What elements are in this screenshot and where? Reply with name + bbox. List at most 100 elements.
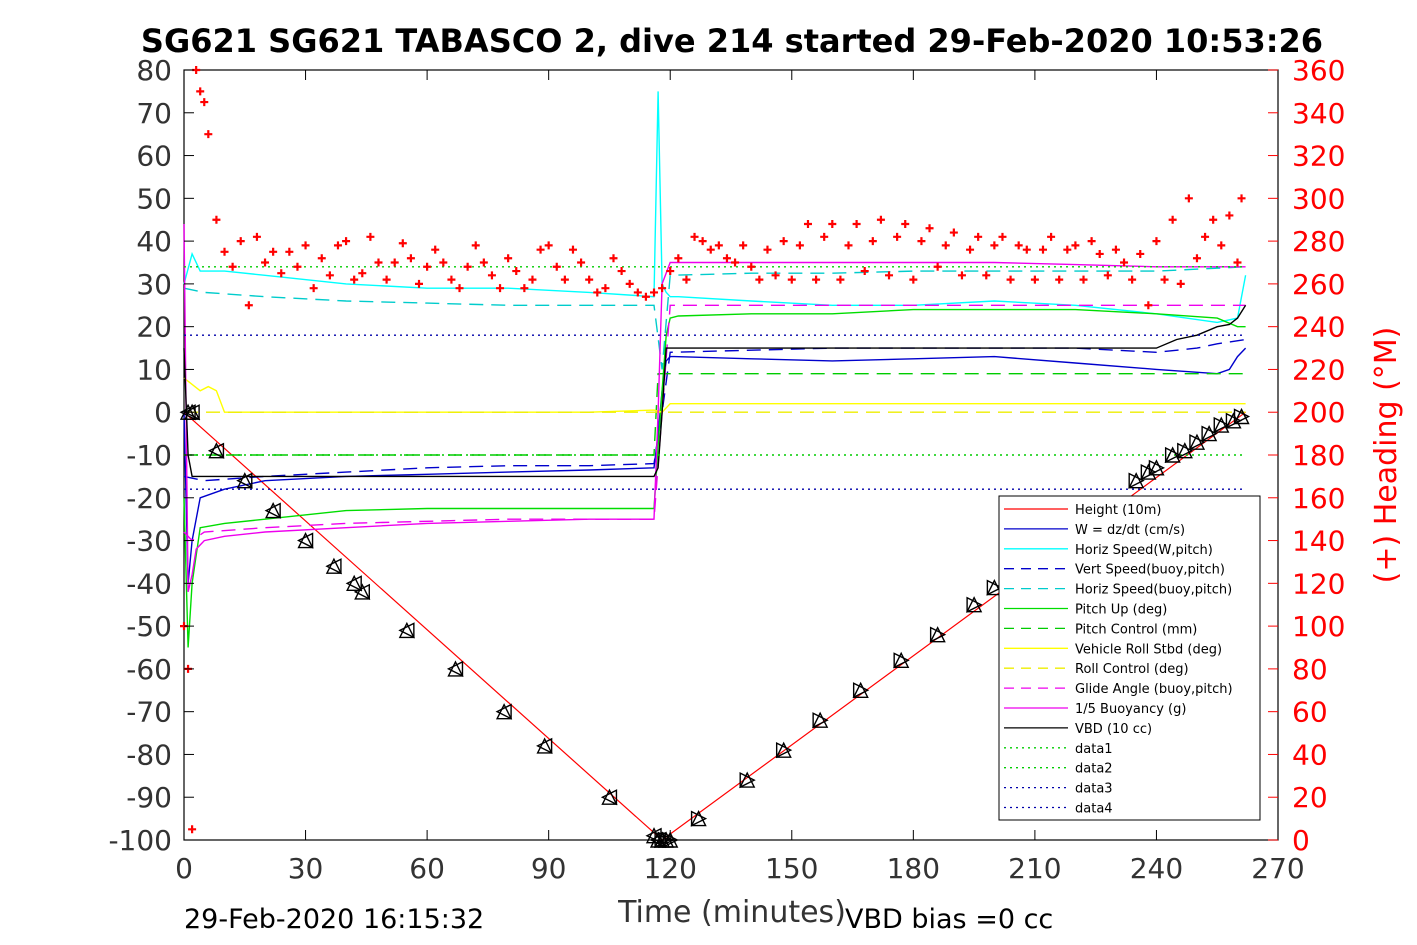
- heading-point: [496, 284, 505, 293]
- dive-marker: [325, 557, 343, 575]
- y2-tick-label: 20: [1292, 781, 1328, 814]
- dive-marker: [353, 583, 371, 601]
- heading-point: [188, 825, 197, 834]
- heading-point: [698, 237, 707, 246]
- y-tick-label: 30: [136, 268, 172, 301]
- heading-point: [666, 267, 675, 276]
- heading-point: [706, 245, 715, 254]
- x-axis-label: Time (minutes): [617, 895, 846, 930]
- climb-marker: [739, 771, 756, 789]
- heading-point: [568, 245, 577, 254]
- climb-marker: [1233, 407, 1251, 425]
- y2-tick-label: 340: [1292, 97, 1345, 130]
- heading-point: [285, 247, 294, 256]
- legend-entry: Horiz Speed(W,pitch): [1004, 543, 1213, 558]
- climb-marker: [1213, 416, 1230, 434]
- climb-marker: [812, 711, 829, 729]
- heading-point: [1111, 245, 1120, 254]
- heading-point: [455, 284, 464, 293]
- legend-entry: Pitch Up (deg): [1004, 603, 1167, 618]
- series-line-10: [183, 223, 1246, 593]
- heading-point: [212, 215, 221, 224]
- legend-label: Height (10m): [1075, 503, 1161, 518]
- heading-point: [933, 262, 942, 271]
- heading-point: [544, 241, 553, 250]
- heading-point: [552, 262, 561, 271]
- y-tick-label: 70: [136, 97, 172, 130]
- heading-point: [1030, 275, 1039, 284]
- y2-tick-label: 200: [1292, 396, 1345, 429]
- heading-point: [941, 241, 950, 250]
- heading-point: [1201, 232, 1210, 241]
- heading-point: [431, 245, 440, 254]
- heading-point: [844, 241, 853, 250]
- climb-marker: [1176, 442, 1194, 459]
- heading-point: [731, 258, 740, 267]
- heading-point: [398, 239, 407, 248]
- legend-entry: Pitch Control (mm): [1004, 622, 1197, 637]
- legend-label: Horiz Speed(buoy,pitch): [1075, 583, 1232, 598]
- heading-point: [747, 262, 756, 271]
- legend-entry: data2: [1004, 762, 1113, 777]
- y2-tick-label: 320: [1292, 140, 1345, 173]
- climb-marker: [1200, 425, 1218, 442]
- y-axis-left: -100-90-80-70-60-50-40-30-20-10010203040…: [108, 54, 194, 857]
- y-tick-label: -40: [126, 567, 172, 600]
- legend-entry: VBD (10 cc): [1004, 722, 1152, 737]
- heading-point: [1176, 279, 1185, 288]
- heading-point: [755, 275, 764, 284]
- heading-point: [196, 87, 205, 96]
- footer-vbd-bias: VBD bias =0 cc: [845, 904, 1053, 935]
- heading-point: [974, 232, 983, 241]
- chart-title: SG621 SG621 TABASCO 2, dive 214 started …: [141, 22, 1323, 60]
- legend-label: Vert Speed(buoy,pitch): [1075, 563, 1225, 578]
- heading-point: [722, 254, 731, 263]
- x-tick-label: 60: [409, 852, 445, 885]
- legend-entry: data1: [1004, 742, 1113, 757]
- heading-point: [1038, 245, 1047, 254]
- heading-point: [333, 241, 342, 250]
- heading-point: [633, 288, 642, 297]
- climb-marker: [690, 810, 708, 827]
- y-tick-label: -30: [126, 525, 172, 558]
- legend-label: data2: [1075, 762, 1113, 777]
- heading-point: [917, 237, 926, 246]
- heading-point: [609, 254, 618, 263]
- climb-marker: [1128, 472, 1145, 489]
- legend-entry: data4: [1004, 802, 1113, 817]
- y-axis-right: 0 20 40 60 80 100 120 140 160 180 200 220 240 260 280 3…: [1268, 54, 1345, 857]
- heading-point: [1152, 237, 1161, 246]
- heading-point: [885, 271, 894, 280]
- dive-marker: [495, 703, 513, 720]
- heading-point: [868, 237, 877, 246]
- climb-marker: [929, 626, 947, 643]
- heading-point: [714, 241, 723, 250]
- heading-point: [1160, 275, 1169, 284]
- x-tick-label: 180: [887, 852, 940, 885]
- heading-point: [1184, 194, 1193, 203]
- heading-point: [763, 245, 772, 254]
- heading-point: [1014, 241, 1023, 250]
- y2-tick-label: 80: [1292, 653, 1328, 686]
- heading-point: [406, 254, 415, 263]
- y2-tick-label: 220: [1292, 353, 1345, 386]
- heading-point: [852, 220, 861, 228]
- legend-label: 1/5 Buoyancy (g): [1075, 702, 1186, 717]
- y2-tick-label: 260: [1292, 268, 1345, 301]
- legend: Height (10m) W = dz/dt (cm/s) Horiz Speed(…: [998, 495, 1261, 821]
- heading-point: [504, 254, 513, 263]
- heading-point: [957, 271, 966, 280]
- y2-tick-label: 40: [1292, 738, 1328, 771]
- heading-point: [803, 220, 812, 228]
- legend-entry: Glide Angle (buoy,pitch): [1004, 682, 1233, 697]
- heading-point: [1006, 275, 1015, 284]
- heading-point: [998, 232, 1007, 241]
- heading-point: [382, 275, 391, 284]
- dive-marker: [345, 574, 363, 592]
- heading-point: [1087, 237, 1096, 246]
- heading-point: [585, 275, 594, 284]
- legend-entry: Vert Speed(buoy,pitch): [1004, 563, 1225, 578]
- heading-point: [876, 215, 885, 224]
- y-tick-label: -70: [126, 696, 172, 729]
- heading-point: [1225, 211, 1234, 220]
